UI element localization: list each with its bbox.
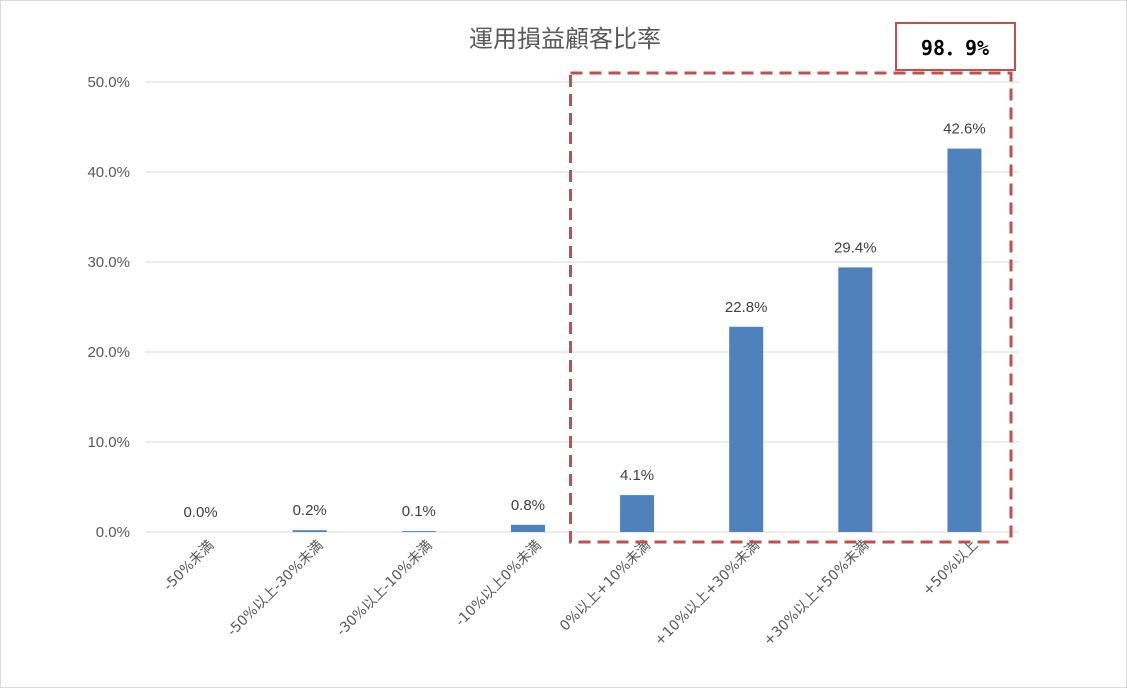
y-tick-label: 50.0% [87,74,130,91]
gridlines [146,81,1019,533]
data-label: 29.4% [834,239,877,256]
highlight-group: 98．9% [569,22,1016,544]
data-label: 42.6% [943,121,986,138]
category-label: -30%以上-10%未満 [334,538,436,640]
highlight-dashed-box [569,71,1013,544]
bar [292,530,327,532]
bars [292,148,982,532]
category-label: 0%以上+10%未満 [557,538,654,635]
data-labels: 0.0% 0.2% 0.1% 0.8% 4.1% 22.8% 29.4% 42.6% [183,121,985,521]
bar [620,495,655,532]
bar [401,531,436,532]
y-axis-ticks: 0.0% 10.0% 20.0% 30.0% 40.0% 50.0% [87,74,130,541]
category-label: +50%以上 [920,538,981,599]
data-label: 4.1% [620,467,654,484]
category-labels: -50%未満 -50%以上-30%未満 -30%以上-10%未満 -10%以上0%未満… [161,538,982,650]
y-tick-label: 0.0% [96,524,130,541]
y-tick-label: 20.0% [87,344,130,361]
bar [838,267,873,532]
category-label: +30%以上+50%未満 [761,538,873,650]
chart-title: 運用損益顧客比率 [469,25,661,53]
category-label: -10%以上0%未満 [453,538,545,630]
data-label: 0.0% [183,504,217,521]
highlight-callout-label: 98．9% [921,36,989,60]
category-label: -50%未満 [161,538,218,595]
highlight-callout-box [895,22,1016,71]
bar [947,148,982,532]
category-label: +10%以上+30%未満 [652,538,764,650]
y-tick-label: 30.0% [87,254,130,271]
data-label: 22.8% [725,299,768,316]
data-label: 0.8% [511,497,545,514]
data-label: 0.1% [402,503,436,520]
y-tick-label: 10.0% [87,434,130,451]
category-label: -50%以上-30%未満 [224,538,326,640]
bar [729,326,764,532]
y-tick-label: 40.0% [87,164,130,181]
data-label: 0.2% [293,502,327,519]
bar [510,524,545,532]
